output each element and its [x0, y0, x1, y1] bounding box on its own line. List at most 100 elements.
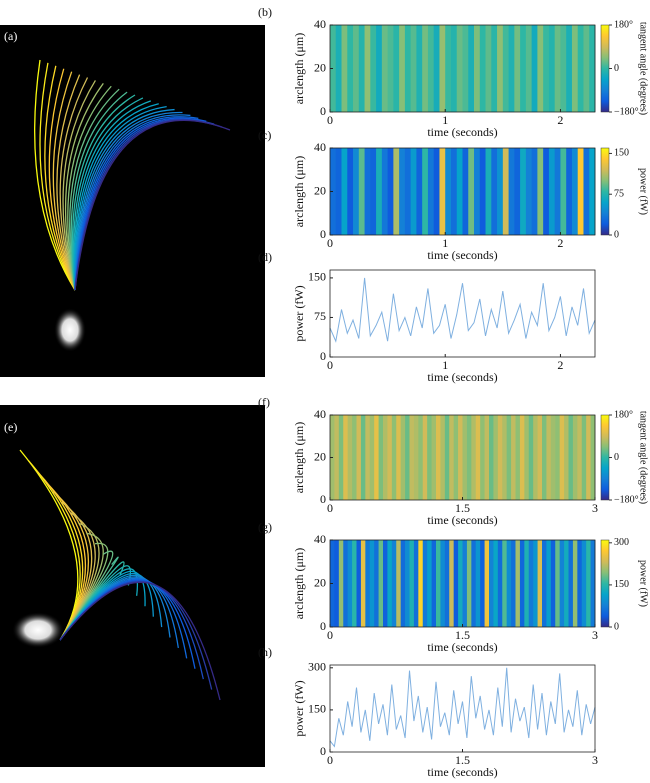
heat-column [400, 540, 406, 627]
heat-column [531, 148, 538, 235]
heat-column [559, 415, 565, 500]
heat-column [531, 25, 538, 112]
heat-column [387, 25, 394, 112]
heat-column [497, 415, 503, 500]
heat-column [571, 148, 579, 235]
heat-column [433, 148, 440, 235]
heat-column [484, 540, 490, 627]
trace [39, 62, 76, 291]
cell-body [54, 308, 86, 352]
heat-column [391, 540, 397, 627]
heat-column [590, 415, 596, 500]
heat-column [360, 540, 366, 627]
trace [71, 94, 136, 291]
heat-column [436, 415, 441, 500]
trace [74, 108, 175, 291]
heat-column [520, 148, 527, 235]
heat-column [555, 415, 561, 500]
panel-label: (c) [258, 128, 271, 142]
heat-column [480, 415, 485, 500]
heat-column [506, 415, 512, 500]
heat-column [444, 540, 450, 627]
heat-column [450, 148, 458, 235]
heat-column [589, 25, 596, 112]
heat-column [422, 25, 429, 112]
heat-column [548, 25, 556, 112]
heat-column [554, 25, 561, 112]
heat-column [358, 148, 365, 235]
heat-column [405, 415, 410, 500]
heat-column [586, 540, 591, 627]
trace [74, 119, 231, 291]
heat-column [489, 415, 494, 500]
heat-column [475, 415, 481, 500]
panel-label: (a) [4, 29, 17, 43]
heat-column [334, 540, 340, 627]
heat-column [335, 25, 342, 112]
heat-column [542, 540, 547, 627]
trace [67, 85, 112, 291]
heat-column [456, 25, 463, 112]
x-tick-label: 1.5 [455, 628, 470, 642]
x-tick-label: 3 [592, 753, 598, 767]
heat-column [493, 540, 499, 627]
heat-column [418, 540, 424, 627]
heat-column [364, 148, 371, 235]
x-axis-label: time (seconds) [427, 513, 497, 527]
heat-column [364, 25, 371, 112]
heat-column [365, 415, 371, 500]
heat-column [468, 148, 475, 235]
heat-column [564, 415, 569, 500]
heat-column [445, 25, 452, 112]
x-tick-label: 3 [592, 501, 598, 515]
heat-column [515, 415, 521, 500]
y-axis-label: power (fW) [292, 680, 306, 736]
heat-column [502, 540, 508, 627]
trace [62, 80, 96, 291]
x-axis-label: time (seconds) [427, 125, 497, 139]
colorbar-tick-label: 0 [614, 229, 619, 240]
heat-column [533, 540, 538, 627]
colorbar [600, 414, 610, 501]
heat-column [484, 415, 490, 500]
heat-column [444, 415, 450, 500]
heat-column [431, 540, 437, 627]
heat-column [439, 25, 446, 112]
heat-column [572, 415, 578, 500]
heat-column [338, 415, 344, 500]
x-tick-label: 0 [327, 501, 333, 515]
heat-column [590, 540, 596, 627]
heat-column [378, 540, 384, 627]
heat-column [550, 415, 556, 500]
heat-column [353, 25, 360, 112]
heat-column [566, 25, 573, 112]
heat-column [508, 148, 515, 235]
heat-column [485, 148, 492, 235]
panel-label: (b) [258, 5, 272, 19]
colorbar-tick-label: 0 [614, 452, 619, 463]
heat-column [376, 25, 383, 112]
heat-column [524, 415, 530, 500]
heat-column [485, 25, 492, 112]
colorbar [600, 539, 610, 628]
heat-column [546, 415, 552, 500]
heat-column [341, 25, 348, 112]
heat-column [466, 415, 472, 500]
heat-column [436, 540, 441, 627]
heat-column [387, 148, 394, 235]
heat-column [462, 25, 469, 112]
heat-column [497, 540, 503, 627]
x-axis-label: time (seconds) [427, 248, 497, 262]
heat-column [422, 148, 429, 235]
panel-label: (h) [258, 645, 272, 659]
heat-column [449, 540, 455, 627]
heat-column [583, 25, 590, 112]
x-tick-label: 2 [557, 236, 563, 250]
x-tick-label: 3 [592, 628, 598, 642]
heat-column [409, 540, 415, 627]
panel-label: (g) [258, 520, 272, 534]
heat-column [497, 25, 504, 112]
photo-a [0, 25, 265, 377]
